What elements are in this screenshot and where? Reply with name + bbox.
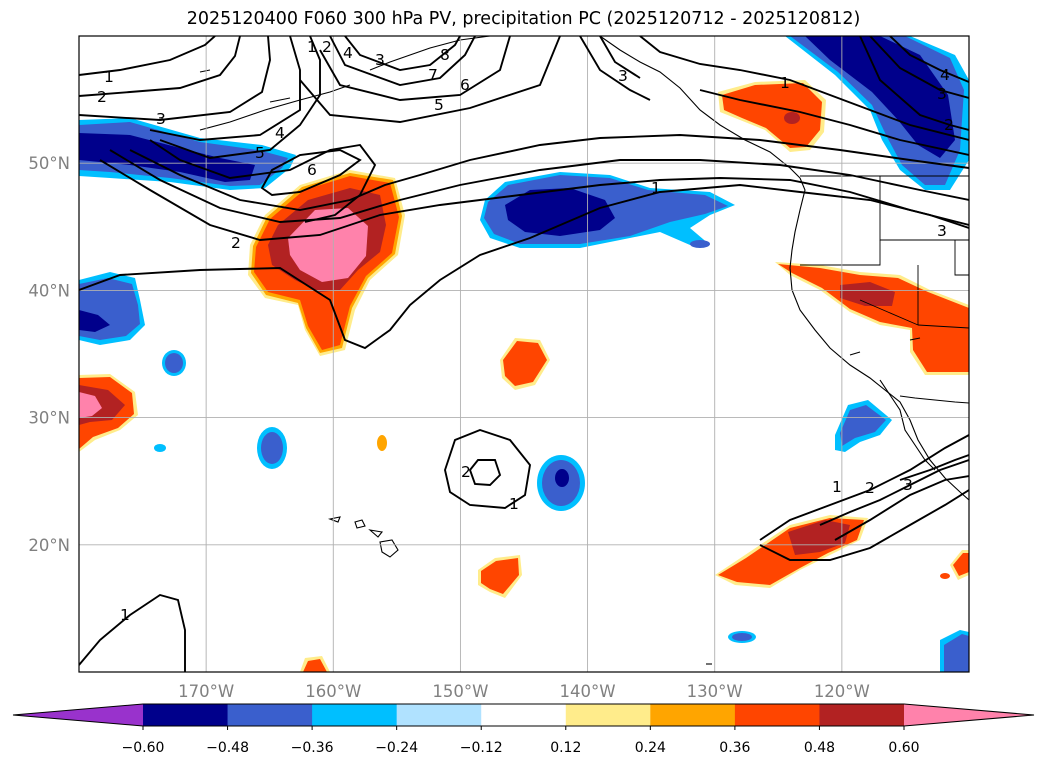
contour-label: 2 [461,463,471,481]
contour-label: 3 [375,51,385,69]
longitude-label: 150°W [432,682,488,701]
pv-contour-1-center [79,184,969,350]
map-frame [78,35,970,673]
colorbar-tick-label: 0.60 [888,740,919,756]
contour-label: 1 [780,74,790,92]
longitude-label: 140°W [560,682,616,701]
contour-label: 4 [940,66,950,84]
colorbar-tick-label: −0.60 [122,740,165,756]
coastline-layer [199,36,969,665]
longitude-label: 120°W [814,682,870,701]
longitude-label: 160°W [305,682,361,701]
contour-label: 2 [865,479,875,497]
gridlines [79,36,969,672]
contour-label: 2 [97,88,107,106]
colorbar-swatch [312,704,398,726]
colorbar: −0.60 −0.48 −0.36 −0.24 −0.12 0.12 0.24 0.36 0.4… [12,703,1035,756]
colorbar-swatch [143,704,229,726]
colorbar-tick-label: −0.24 [375,740,418,756]
colorbar-tick-label: −0.36 [291,740,334,756]
contour-label: 2 [944,116,954,134]
pv-contour-1-south [444,428,532,509]
colorbar-tick-label: −0.12 [460,740,503,756]
contour-label: 1 [307,38,317,56]
colorbar-swatch [565,704,651,726]
colorbar-swatch [481,704,567,726]
contour-label: 4 [343,44,353,62]
contour-label: 6 [307,161,317,179]
latitude-labels: 50°N 40°N 30°N 20°N [28,154,70,555]
contour-label: 1 [104,68,114,86]
contour-label: 3 [937,85,947,103]
colorbar-swatch [734,704,820,726]
latitude-label: 50°N [28,154,70,173]
contour-label: 1 [651,179,661,197]
contour-label: 3 [937,222,947,240]
contour-label: 3 [618,67,628,85]
pv-contour-1-north [79,36,216,76]
negative-anomaly-layer [79,36,969,672]
contour-label: 3 [903,476,913,494]
colorbar-tick-label: 0.48 [804,740,835,756]
contour-label: 5 [255,144,265,162]
pv-contour-6-center [260,149,362,196]
longitude-label: 170°W [178,682,234,701]
colorbar-swatch [396,704,482,726]
pv-contour-3-north [79,36,271,121]
map-title: 2025120400 F060 300 hPa PV, precipitatio… [186,9,861,29]
colorbar-tick-label: 0.24 [635,740,666,756]
colorbar-swatch [227,704,313,726]
pv-contour-4-north [149,36,301,141]
positive-anomaly-layer [79,80,969,672]
longitude-label: 130°W [687,682,743,701]
pv-contour-1-sw [79,593,186,672]
colorbar-tick-label: −0.48 [206,740,249,756]
colorbar-tick-label: 0.36 [719,740,750,756]
contour-label: 5 [434,96,444,114]
contour-label: 3 [156,110,166,128]
longitude-labels: 170°W 160°W 150°W 140°W 130°W 120°W [178,682,870,701]
contour-label: 2 [231,234,241,252]
contour-label: 1 [509,495,519,513]
contour-label: 4 [275,124,285,142]
colorbar-extend-low [13,704,143,726]
colorbar-swatch [819,704,905,726]
latitude-label: 30°N [28,409,70,428]
colorbar-extend-high [904,704,1034,726]
pv-contour-layer [79,36,969,672]
contour-label: 1 [120,606,130,624]
pv-contour-2-north [79,36,241,97]
map-area: 1 2 3 4 5 6 7 8 6 5 4 3 2 1 1 2 3 3 4 3 … [79,36,969,672]
contour-label: 7 [428,66,438,84]
contour-label: 1 [832,478,842,496]
contour-label-layer: 1 2 3 4 5 6 7 8 6 5 4 3 2 1 1 2 3 3 4 3 … [97,38,954,624]
colorbar-swatch [650,704,736,726]
latitude-label: 20°N [28,536,70,555]
contour-label: 8 [440,46,450,64]
contour-label: 2 [322,38,332,56]
colorbar-tick-label: 0.12 [550,740,581,756]
contour-label: 6 [460,76,470,94]
latitude-label: 40°N [28,281,70,300]
